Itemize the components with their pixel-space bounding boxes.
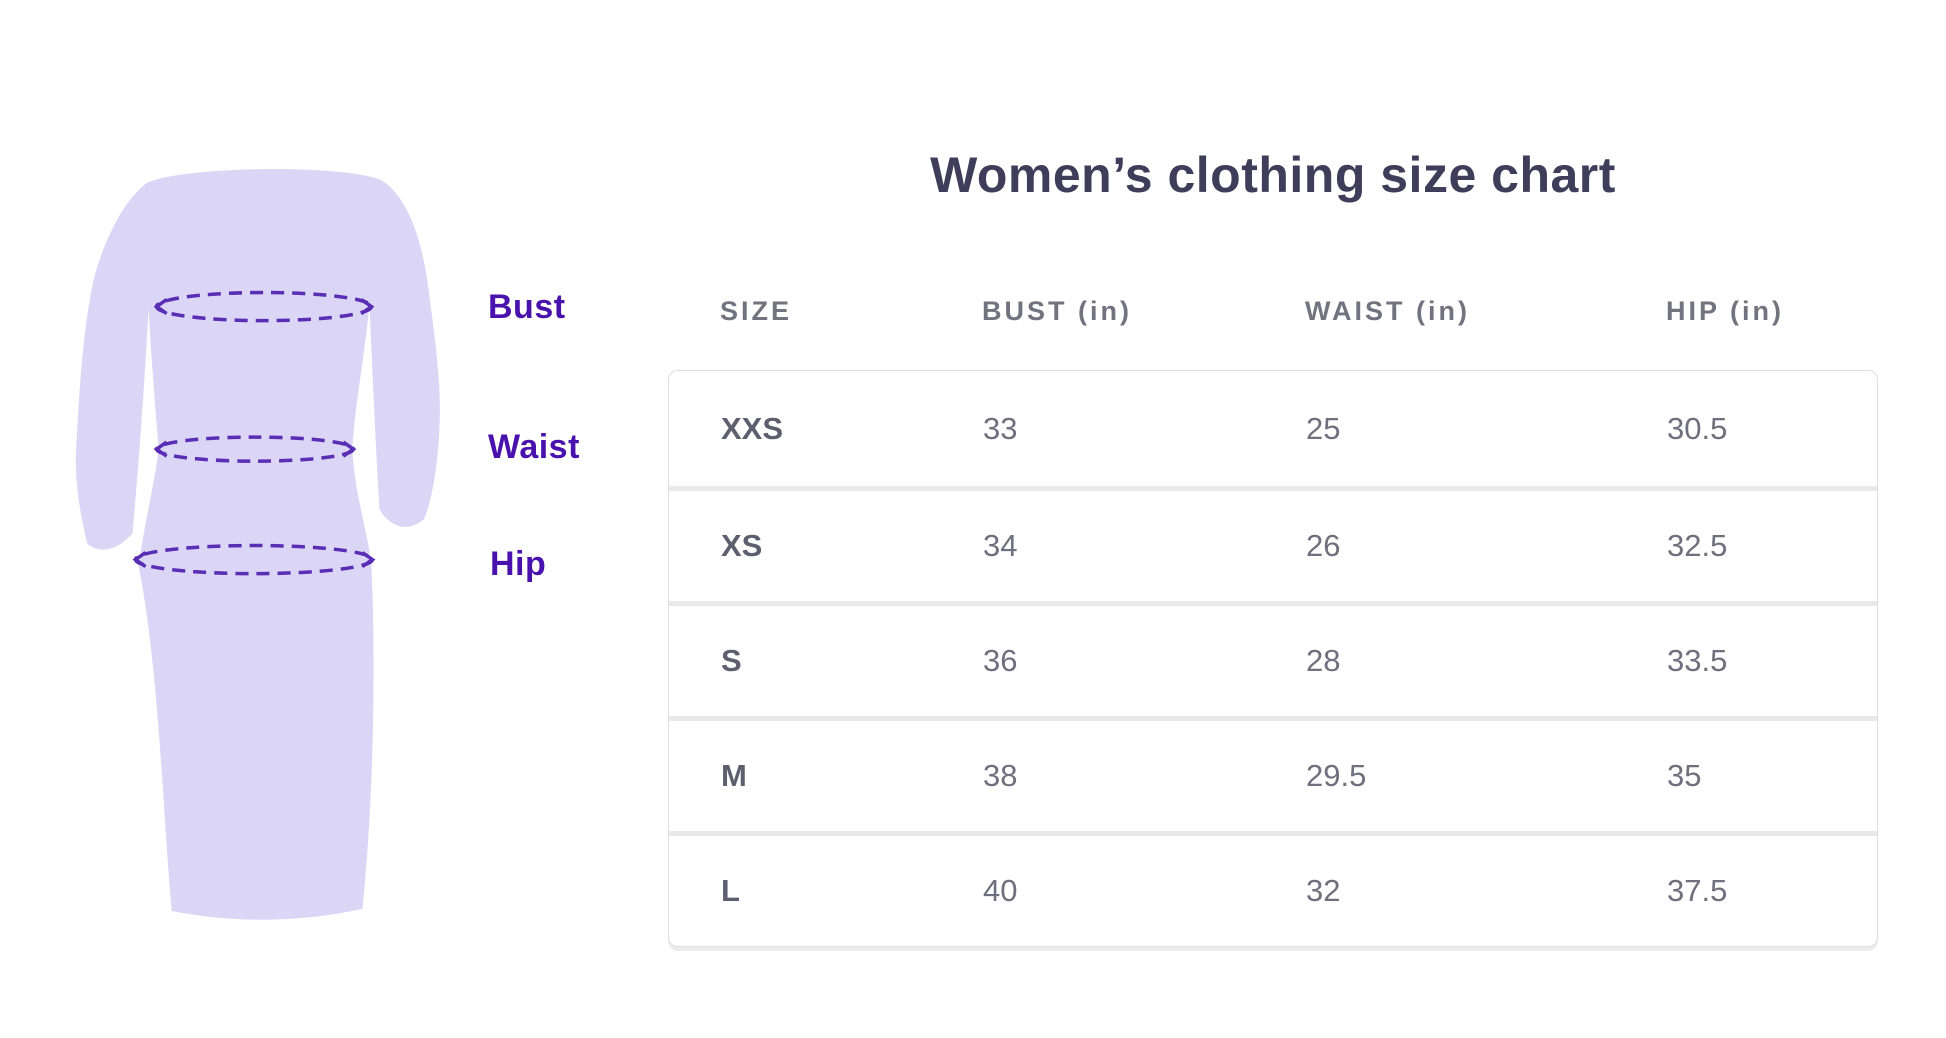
hip-label: Hip [490,545,547,583]
table-row: XXS 33 25 30.5 [669,371,1877,486]
waist-cell: 29.5 [1306,758,1367,793]
waist-cell: 26 [1306,528,1341,563]
table-row: M 38 29.5 35 [669,716,1877,831]
waist-cell: 32 [1306,873,1341,908]
size-cell: XS [721,528,763,563]
hip-cell: 30.5 [1667,410,1728,446]
hip-cell: 37.5 [1667,873,1728,908]
bust-cell: 38 [983,758,1018,793]
waist-cell: 25 [1306,410,1341,446]
hip-arrowheads [132,551,376,569]
table-row: L 40 32 37.5 [669,831,1877,946]
page-title: Women’s clothing size chart [930,147,1616,203]
bust-arrowheads [153,298,375,316]
column-header-hip: HIP (in) [1666,295,1784,326]
size-cell: S [721,643,742,678]
bust-cell: 36 [983,643,1018,678]
hip-cell: 33.5 [1667,643,1728,678]
table-row: XS 34 26 32.5 [669,486,1877,601]
waist-arrowheads [153,440,357,458]
column-header-bust: BUST (in) [982,295,1132,326]
table-row: S 36 28 33.5 [669,601,1877,716]
bust-cell: 33 [983,410,1018,446]
column-header-size: SIZE [720,295,793,326]
size-cell: XXS [721,410,784,446]
hip-cell: 32.5 [1667,528,1728,563]
size-table: XXS 33 25 30.5 XS 34 26 32.5 S 36 28 33.… [668,370,1878,947]
hip-cell: 35 [1667,758,1702,793]
waist-label: Waist [488,428,580,466]
bust-cell: 34 [983,528,1018,563]
column-header-waist: WAIST (in) [1305,295,1470,326]
bust-cell: 40 [983,873,1018,908]
bust-label: Bust [488,288,566,326]
waist-cell: 28 [1306,643,1341,678]
table-header-row: SIZE BUST (in) WAIST (in) HIP (in) [668,290,1878,332]
size-cell: M [721,758,747,793]
size-cell: L [721,873,740,908]
dress-illustration [75,169,440,920]
